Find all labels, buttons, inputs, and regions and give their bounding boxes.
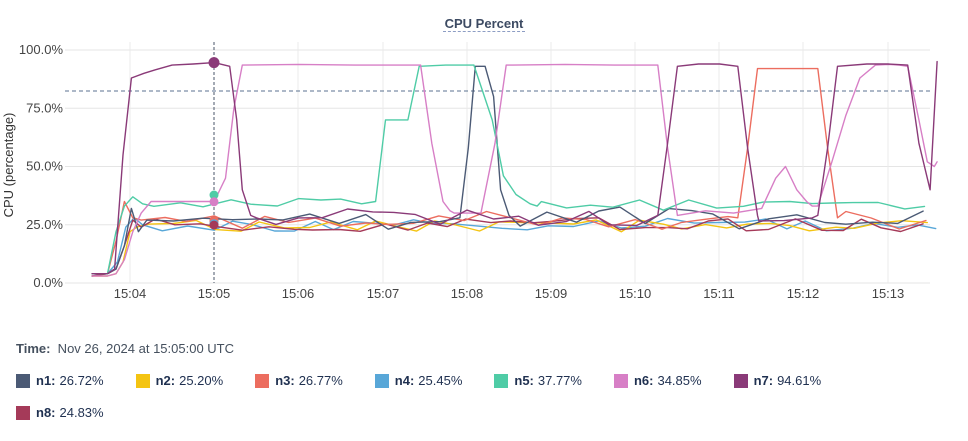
svg-text:0.0%: 0.0% bbox=[33, 275, 63, 290]
svg-text:15:07: 15:07 bbox=[367, 286, 400, 300]
svg-text:CPU (percentage): CPU (percentage) bbox=[1, 113, 16, 218]
svg-text:50.0%: 50.0% bbox=[26, 159, 63, 174]
svg-text:15:12: 15:12 bbox=[787, 286, 820, 300]
svg-text:25.0%: 25.0% bbox=[26, 217, 63, 232]
svg-text:100.0%: 100.0% bbox=[19, 42, 64, 57]
svg-text:15:04: 15:04 bbox=[114, 286, 147, 300]
svg-text:15:11: 15:11 bbox=[703, 286, 735, 300]
svg-text:15:08: 15:08 bbox=[451, 286, 484, 300]
svg-text:15:06: 15:06 bbox=[282, 286, 315, 300]
svg-text:15:13: 15:13 bbox=[872, 286, 905, 300]
svg-text:15:09: 15:09 bbox=[535, 286, 568, 300]
svg-text:75.0%: 75.0% bbox=[26, 100, 63, 115]
svg-text:15:05: 15:05 bbox=[198, 286, 231, 300]
svg-text:15:10: 15:10 bbox=[619, 286, 652, 300]
